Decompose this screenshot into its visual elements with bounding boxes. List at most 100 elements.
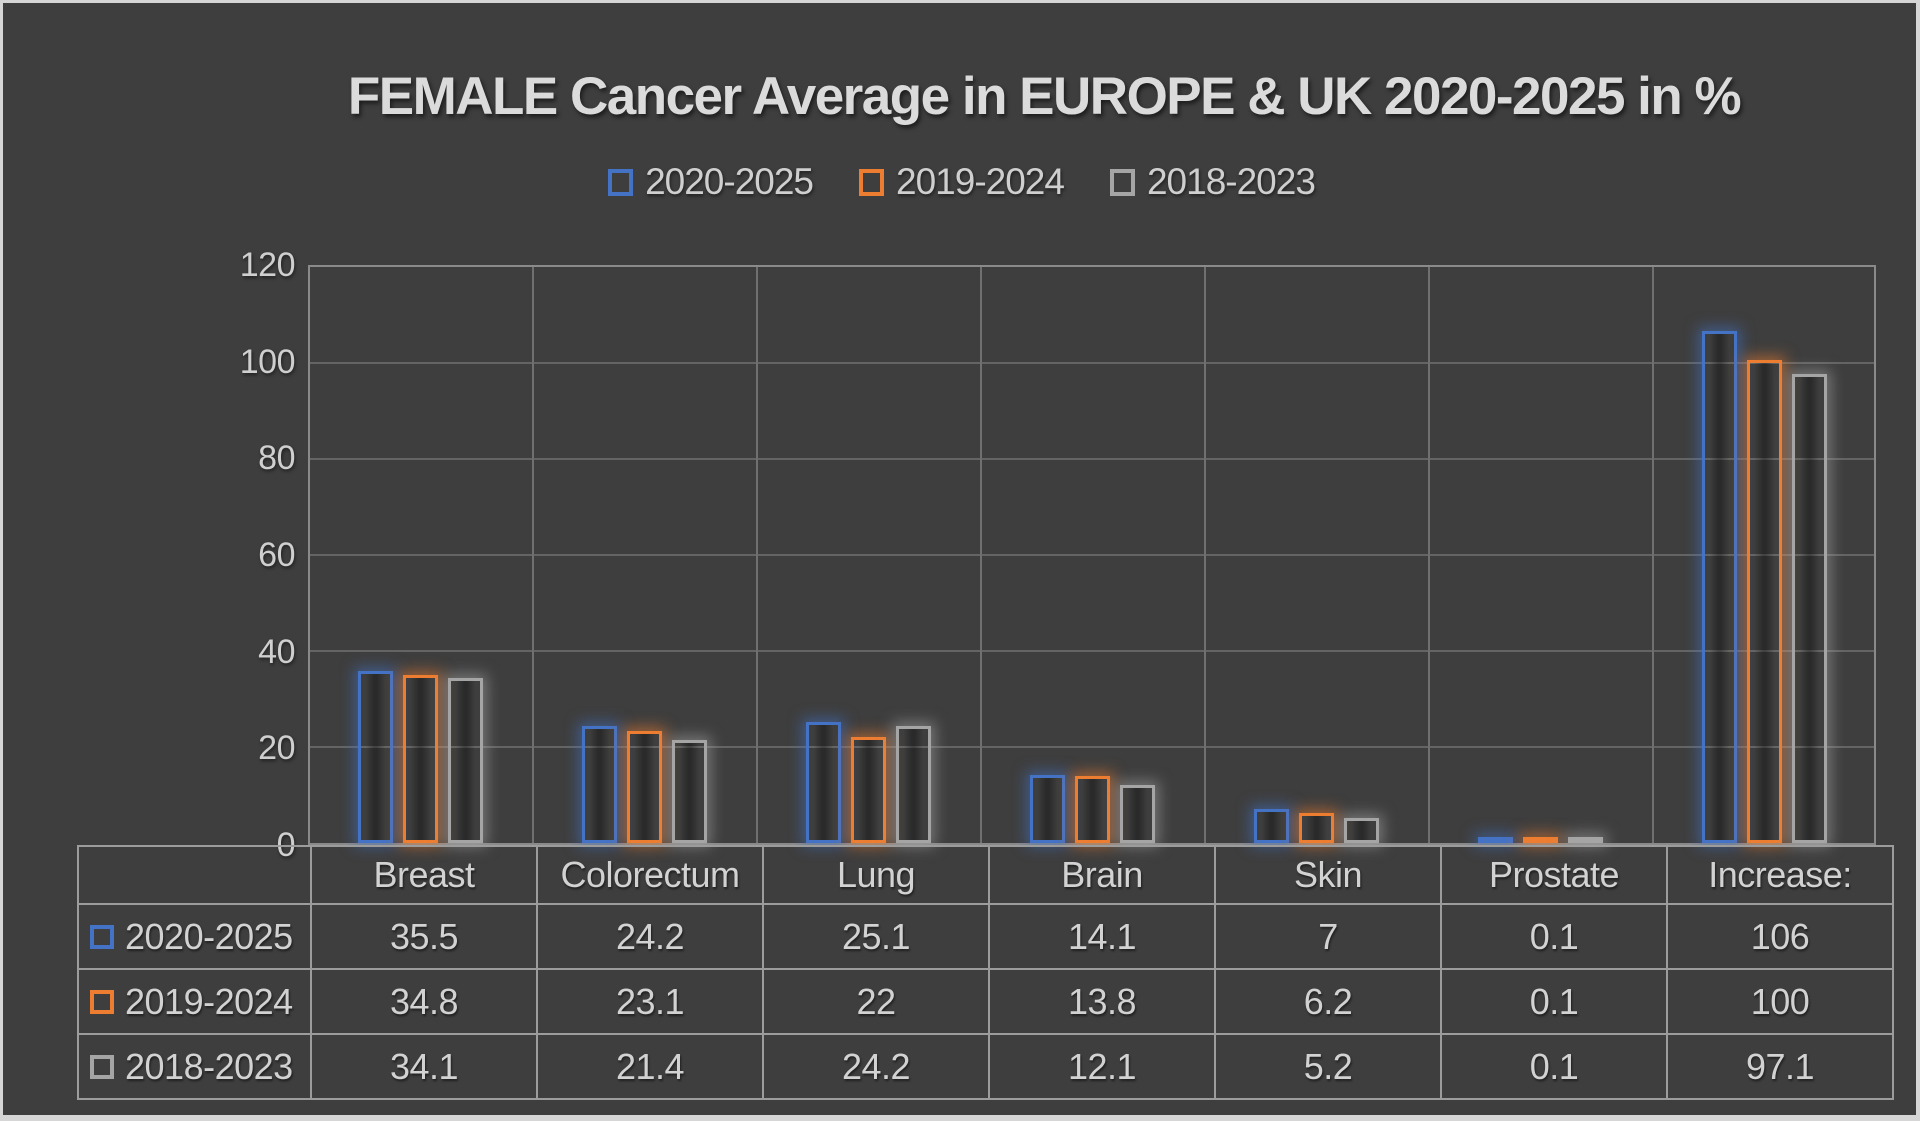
bar-2019-2024-skin: [1298, 813, 1334, 843]
bar-2018-2023-lung: [895, 726, 931, 843]
row-header-2019-2024: 2019-2024: [77, 968, 312, 1035]
data-table: Breast Colorectum Lung Brain Skin Prostate Inc…: [77, 845, 1894, 1100]
gridline-horizontal: [310, 362, 1874, 364]
bar-2020-2025-increase: [1701, 331, 1737, 843]
row-header-2020-2025: 2020-2025: [77, 903, 312, 970]
value-cell-2019-2024-lung: 22: [762, 968, 990, 1035]
table-header-cell-lung: Lung: [762, 845, 990, 905]
bar-2020-2025-lung: [805, 722, 841, 843]
bar-2019-2024-brain: [1074, 776, 1110, 843]
table-header-cell-skin: Skin: [1214, 845, 1442, 905]
table-header-cell-prostate: Prostate: [1440, 845, 1668, 905]
plot-area: [308, 265, 1876, 845]
bar-2020-2025-colorectum: [581, 726, 617, 843]
bar-group-skin: [1204, 809, 1428, 843]
bar-2020-2025-breast: [357, 671, 393, 843]
legend-item-2018-2023: 2018-2023: [1109, 161, 1316, 203]
legend-item-label: 2018-2023: [1146, 161, 1316, 202]
value-cell-2020-2025-breast: 35.5: [310, 903, 538, 970]
row-header-label: 2018-2023: [125, 1045, 293, 1087]
legend-item-label: 2020-2025: [645, 161, 814, 202]
row-header-content: 2019-2024: [80, 980, 309, 1023]
bar-2019-2024-colorectum: [626, 731, 662, 843]
value-cell-2019-2024-brain: 13.8: [988, 968, 1216, 1035]
gridline-vertical: [1652, 267, 1654, 843]
bar-group-brain: [980, 775, 1204, 843]
gridline-horizontal: [310, 458, 1874, 460]
bar-2018-2023-breast: [447, 678, 483, 843]
bar-2018-2023-prostate: [1567, 837, 1603, 843]
row-header-2018-2023: 2018-2023: [77, 1033, 312, 1100]
gridline-horizontal: [310, 554, 1874, 556]
y-axis-label: 100: [239, 342, 296, 381]
bar-2020-2025-skin: [1253, 809, 1289, 843]
legend-marker-icon: [608, 168, 634, 196]
bar-group-breast: [308, 671, 532, 843]
bar-2018-2023-increase: [1791, 374, 1827, 843]
y-axis-label: 20: [258, 729, 295, 768]
table-header-cell-increase: Increase:: [1666, 845, 1894, 905]
chart-title: FEMALE Cancer Average in EUROPE & UK 202…: [347, 67, 1742, 126]
gridline-vertical: [1428, 267, 1430, 843]
gridline-horizontal: [310, 746, 1874, 748]
bar-2018-2023-brain: [1119, 785, 1155, 843]
legend-item-label: 2019-2024: [896, 161, 1065, 202]
row-legend-marker-icon: [90, 924, 114, 949]
value-cell-2019-2024-skin: 6.2: [1214, 968, 1442, 1035]
bar-2019-2024-lung: [850, 737, 886, 843]
bar-2019-2024-breast: [402, 675, 438, 843]
value-cell-2020-2025-skin: 7: [1214, 903, 1442, 970]
chart-canvas: FEMALE Cancer Average in EUROPE & UK 202…: [3, 3, 1916, 1115]
table-row-2018-2023: 2018-2023 34.1 21.4 24.2 12.1 5.2 0.1 97.1: [77, 1033, 1894, 1100]
legend-marker-icon: [859, 168, 885, 196]
row-legend-marker-icon: [90, 989, 114, 1014]
table-header-cell-breast: Breast: [310, 845, 538, 905]
bar-group-colorectum: [532, 726, 756, 843]
legend-item-2019-2024: 2019-2024: [859, 161, 1065, 203]
value-cell-2018-2023-skin: 5.2: [1214, 1033, 1442, 1100]
row-header-content: 2018-2023: [80, 1045, 309, 1088]
bar-group-lung: [756, 722, 980, 843]
bar-2018-2023-skin: [1343, 818, 1379, 843]
value-cell-2018-2023-brain: 12.1: [988, 1033, 1216, 1100]
legend: 2020-2025 2019-2024 2018-2023: [3, 160, 1920, 204]
bar-2020-2025-prostate: [1477, 837, 1513, 843]
value-cell-2019-2024-increase: 100: [1666, 968, 1894, 1035]
value-cell-2018-2023-prostate: 0.1: [1440, 1033, 1668, 1100]
value-cell-2019-2024-breast: 34.8: [310, 968, 538, 1035]
gridline-vertical: [532, 267, 534, 843]
value-cell-2018-2023-lung: 24.2: [762, 1033, 990, 1100]
bar-2019-2024-increase: [1746, 360, 1782, 843]
value-cell-2018-2023-breast: 34.1: [310, 1033, 538, 1100]
bar-group-prostate: [1428, 837, 1652, 843]
gridline-vertical: [980, 267, 982, 843]
bar-2020-2025-brain: [1029, 775, 1065, 843]
value-cell-2019-2024-prostate: 0.1: [1440, 968, 1668, 1035]
gridline-horizontal: [310, 650, 1874, 652]
table-header-cell-brain: Brain: [988, 845, 1216, 905]
gridline-vertical: [1204, 267, 1206, 843]
value-cell-2020-2025-increase: 106: [1666, 903, 1894, 970]
value-cell-2019-2024-colorectum: 23.1: [536, 968, 764, 1035]
gridline-vertical: [756, 267, 758, 843]
row-legend-marker-icon: [90, 1054, 114, 1079]
bar-2019-2024-prostate: [1522, 837, 1558, 843]
table-row-2020-2025: 2020-2025 35.5 24.2 25.1 14.1 7 0.1 106: [77, 903, 1894, 970]
table-header-row: Breast Colorectum Lung Brain Skin Prostate Inc…: [77, 845, 1894, 905]
y-axis-label: 40: [258, 632, 295, 671]
y-axis-label: 120: [239, 246, 296, 284]
table-header-cell-colorectum: Colorectum: [536, 845, 764, 905]
y-axis-label: 60: [258, 536, 295, 574]
row-header-label: 2019-2024: [125, 980, 293, 1022]
value-cell-2020-2025-prostate: 0.1: [1440, 903, 1668, 970]
value-cell-2018-2023-colorectum: 21.4: [536, 1033, 764, 1100]
row-header-label: 2020-2025: [125, 915, 293, 957]
table-corner-cell: [77, 845, 312, 905]
table-row-2019-2024: 2019-2024 34.8 23.1 22 13.8 6.2 0.1 100: [77, 968, 1894, 1035]
bar-2018-2023-colorectum: [671, 740, 707, 843]
legend-item-2020-2025: 2020-2025: [608, 161, 814, 203]
value-cell-2018-2023-increase: 97.1: [1666, 1033, 1894, 1100]
y-axis-label: 80: [258, 439, 295, 478]
bar-group-increase: [1652, 331, 1876, 843]
